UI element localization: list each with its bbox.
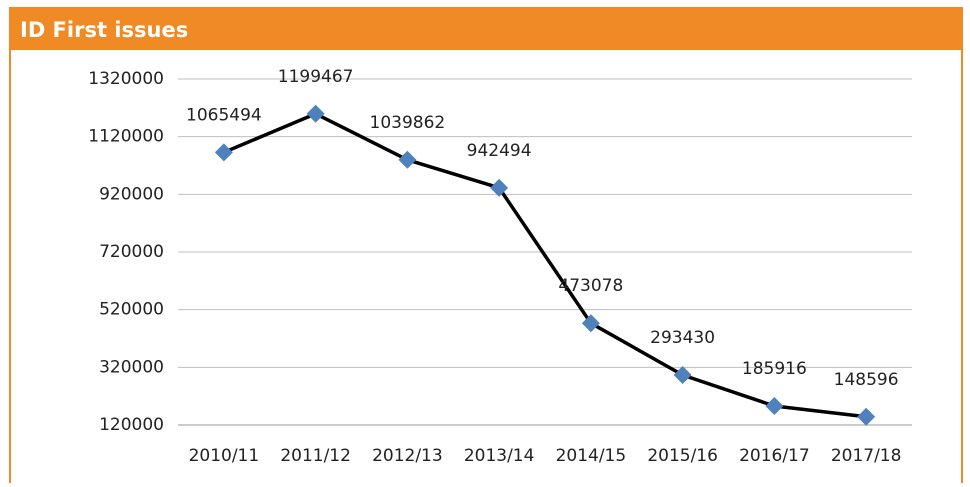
marker	[214, 143, 233, 162]
data-label: 293430	[650, 328, 715, 348]
x-tick-label: 2016/17	[739, 446, 810, 466]
marker	[306, 104, 325, 123]
chart-title: ID First issues	[20, 18, 188, 42]
data-label: 185916	[742, 359, 807, 379]
data-label: 473078	[558, 276, 623, 296]
header-bar	[10, 8, 962, 50]
data-label: 1199467	[278, 67, 354, 87]
y-tick-label: 1320000	[88, 69, 164, 89]
line	[223, 112, 867, 419]
data-label: 148596	[834, 370, 899, 390]
marker	[857, 407, 876, 426]
x-tick-label: 2012/13	[372, 446, 443, 466]
y-tick-label: 720000	[99, 242, 164, 262]
marker	[581, 314, 600, 333]
y-tick-label: 1120000	[88, 127, 164, 147]
y-tick-label: 120000	[99, 415, 164, 435]
data-label: 1039862	[370, 113, 446, 133]
x-tick-label: 2013/14	[464, 446, 535, 466]
data-label: 1065494	[186, 105, 262, 125]
marker	[490, 178, 509, 197]
x-tick-label: 2014/15	[556, 446, 627, 466]
x-tick-label: 2015/16	[647, 446, 718, 466]
data-label: 942494	[467, 141, 532, 161]
marker	[398, 150, 417, 169]
y-tick-label: 520000	[99, 300, 164, 320]
y-tick-label: 920000	[99, 184, 164, 204]
marker	[765, 396, 784, 415]
x-tick-label: 2017/18	[831, 446, 902, 466]
x-tick-label: 2011/12	[280, 446, 351, 466]
x-tick-label: 2010/11	[189, 446, 260, 466]
marker	[673, 365, 692, 384]
y-tick-label: 320000	[99, 357, 164, 377]
